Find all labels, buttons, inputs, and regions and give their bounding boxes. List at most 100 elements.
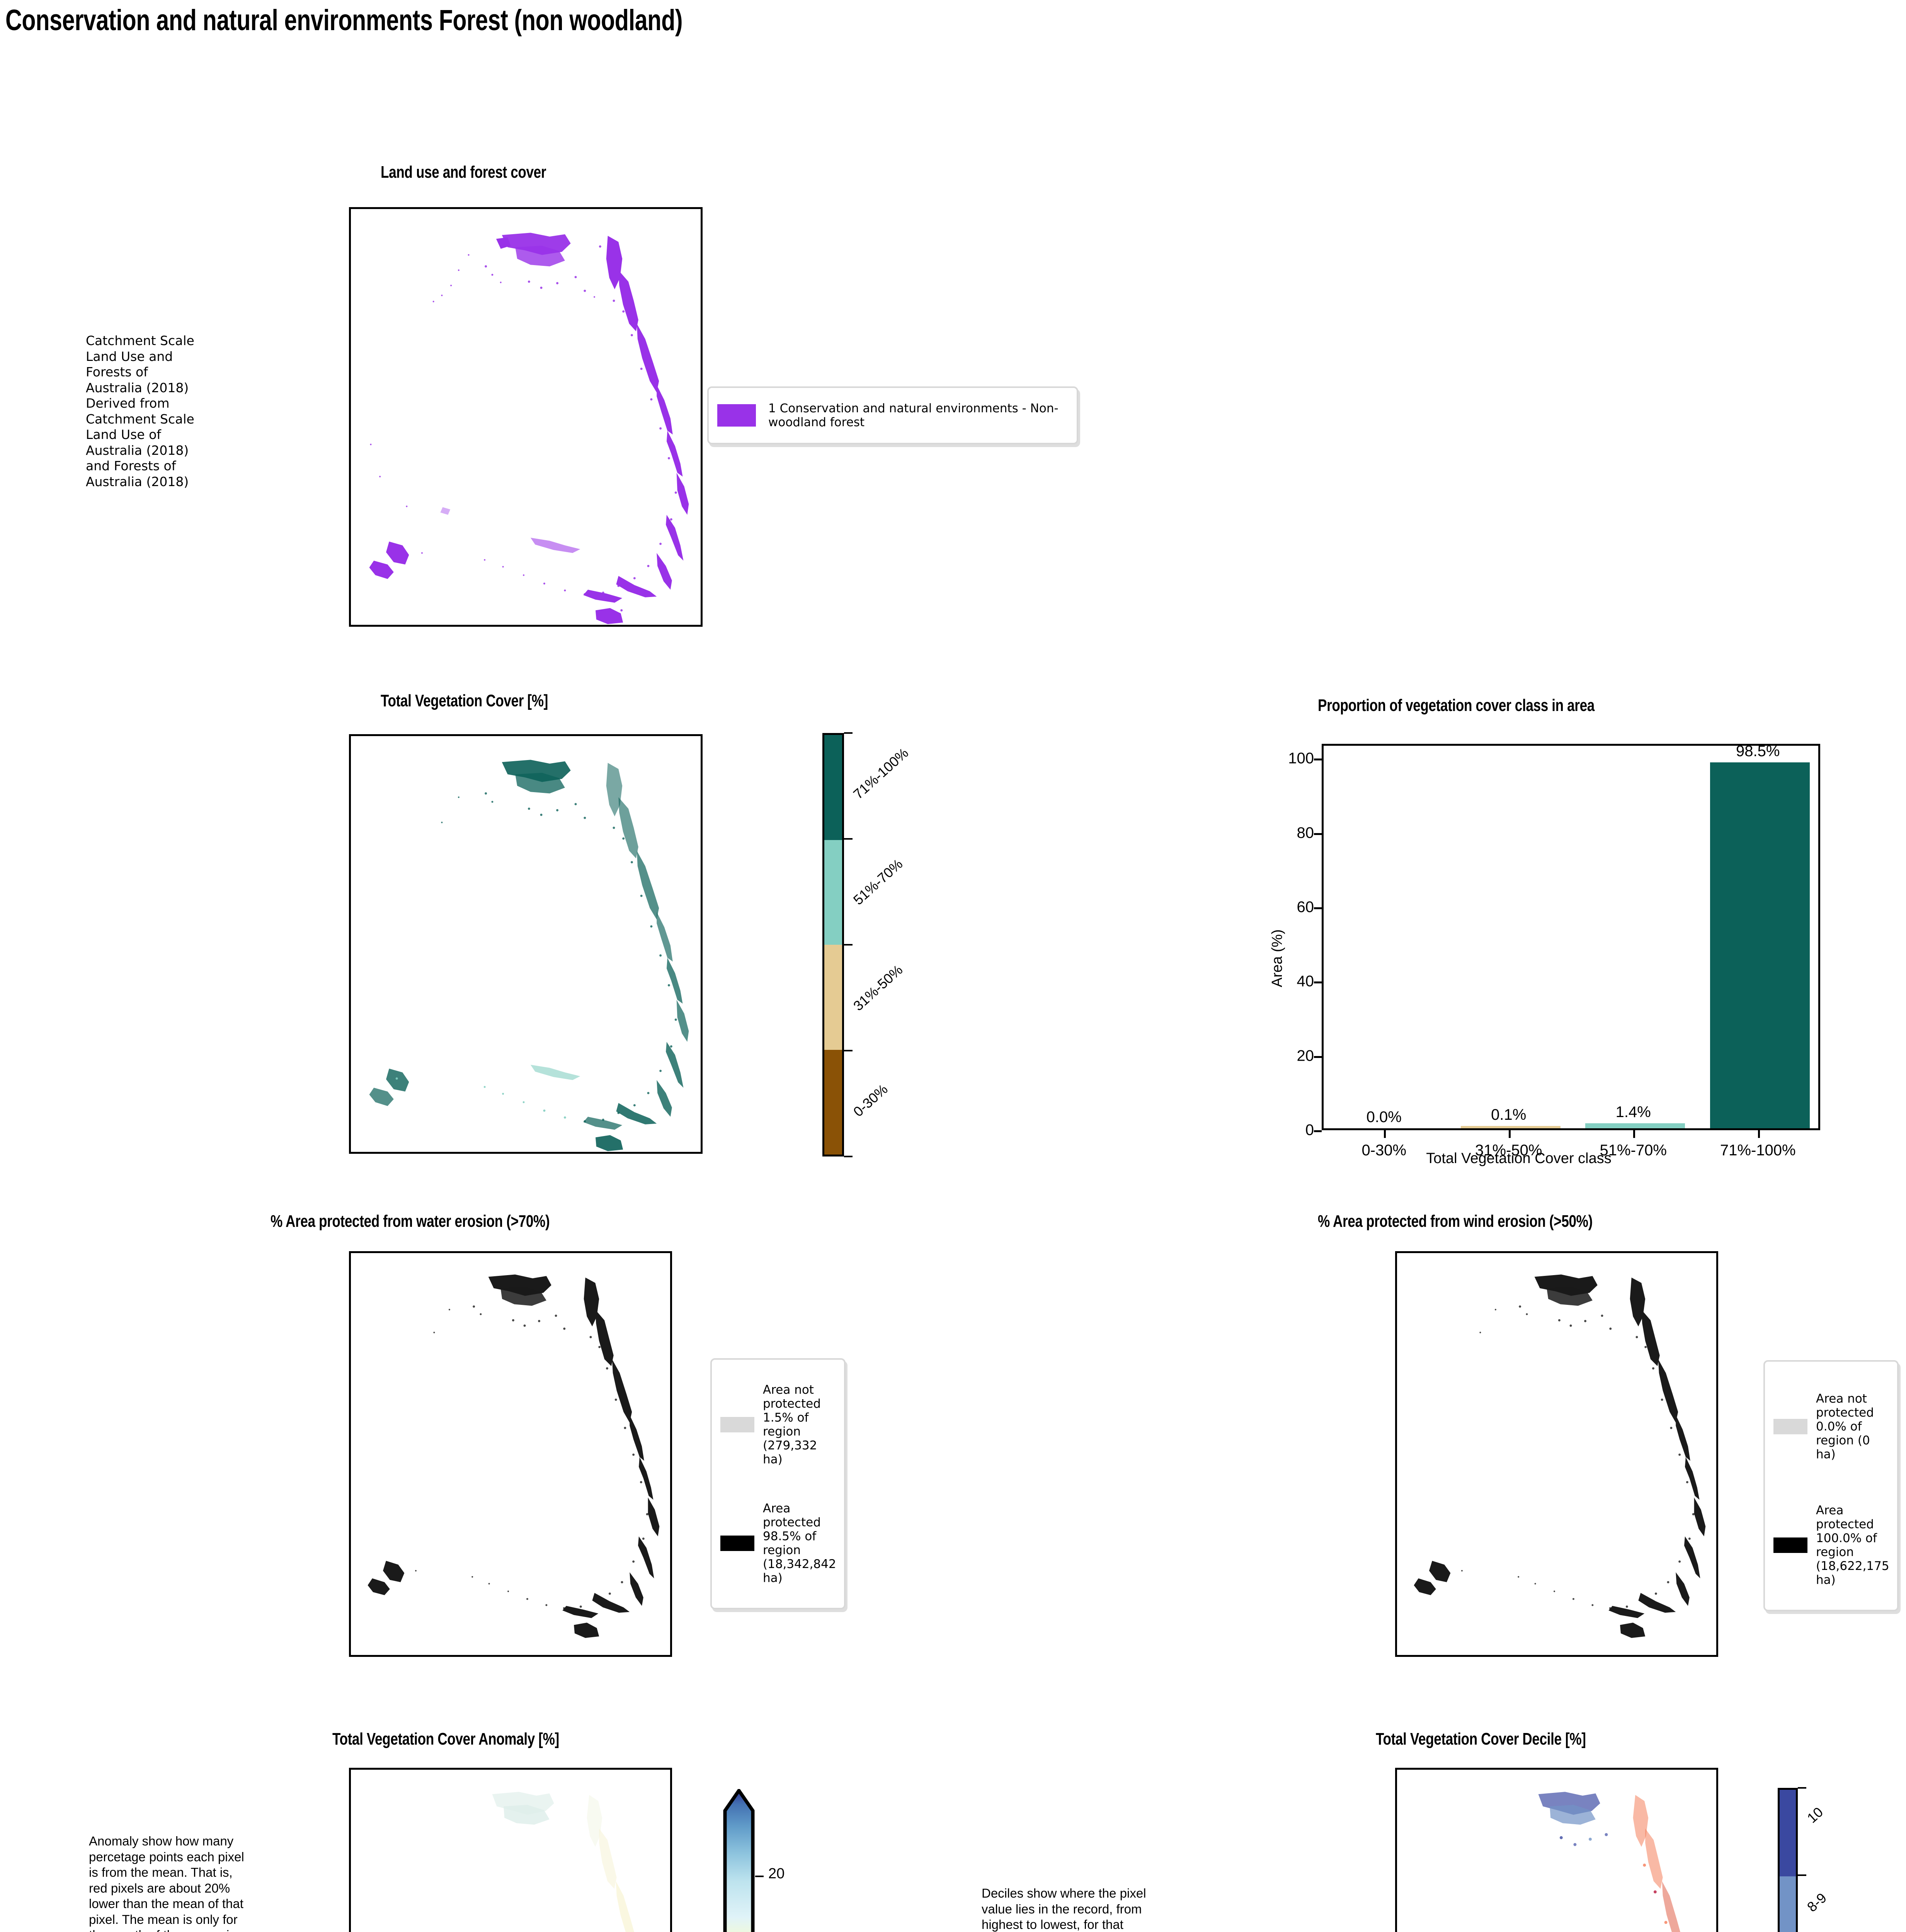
axis-tick	[565, 1655, 567, 1657]
wind-panel-title: % Area protected from wind erosion (>50%…	[1318, 1212, 1593, 1231]
axis-tick	[1395, 1454, 1397, 1456]
bar-2	[1585, 1123, 1685, 1128]
bar-value-label-2: 1.4%	[1615, 1103, 1651, 1121]
axis-tick	[349, 813, 351, 815]
axis-tick	[349, 1010, 351, 1012]
decile-map[interactable]	[1395, 1768, 1718, 1932]
anomaly-panel-title: Total Vegetation Cover Anomaly [%]	[332, 1730, 559, 1748]
chart-ytick	[1314, 907, 1322, 910]
chart-xtick	[1758, 1130, 1760, 1138]
legend-swatch-protected	[1773, 1537, 1807, 1553]
cover-cb-label-1: 31%-50%	[850, 961, 906, 1014]
axis-tick	[660, 625, 662, 627]
axis-tick	[428, 625, 430, 627]
legend-swatch-not-protected	[1773, 1418, 1807, 1434]
proportion-panel-title: Proportion of vegetation cover class in …	[1318, 696, 1595, 715]
chart-xtick-label-3: 71%-100%	[1720, 1142, 1796, 1159]
landuse-map[interactable]	[349, 207, 703, 627]
axis-tick	[1395, 1645, 1397, 1647]
chart-xtick	[1384, 1130, 1386, 1138]
cover-panel-title: Total Vegetation Cover [%]	[381, 691, 548, 710]
decile-cb-label-89: 8-9	[1804, 1889, 1830, 1915]
axis-tick	[349, 286, 351, 288]
decile-cb-label-10: 10	[1804, 1804, 1826, 1826]
axis-tick	[349, 1142, 351, 1144]
landuse-map-canvas	[369, 233, 689, 624]
chart-ytick	[1314, 759, 1322, 761]
axis-tick	[349, 1518, 351, 1520]
anomaly-map[interactable]	[349, 1768, 672, 1932]
axis-tick	[349, 1645, 351, 1647]
axis-tick	[349, 615, 351, 617]
chart-xlabel: Total Vegetation Cover class	[1426, 1150, 1612, 1167]
axis-tick	[1395, 1582, 1397, 1583]
legend-label-nonwoodland: 1 Conservation and natural environments …	[768, 401, 1059, 429]
cover-map[interactable]	[349, 734, 703, 1154]
decile-sidenote: Deciles show where the pixel value lies …	[982, 1886, 1146, 1932]
chart-ylabel: Area (%)	[1269, 929, 1285, 987]
chart-ytick	[1314, 1130, 1322, 1132]
chart-xtick	[1508, 1130, 1511, 1138]
decile-panel-title: Total Vegetation Cover Decile [%]	[1376, 1730, 1586, 1748]
axis-tick	[349, 1327, 351, 1328]
chart-ytick	[1314, 1056, 1322, 1058]
axis-tick	[349, 879, 351, 881]
chart-ytick-label-5: 100	[1288, 750, 1314, 767]
proportion-bar-chart[interactable]: 0 20 40 60 80 100 0-30% 31%-50% 51%-70% 71%-100%…	[1252, 736, 1824, 1167]
axis-tick	[583, 625, 585, 627]
legend-swatch-protected	[720, 1535, 754, 1551]
axis-tick	[349, 352, 351, 354]
axis-tick	[349, 418, 351, 420]
anomaly-map-canvas	[492, 1792, 634, 1932]
axis-tick	[428, 1152, 430, 1154]
cover-cb-label-0: 0-30%	[850, 1081, 891, 1120]
axis-tick	[660, 1152, 662, 1154]
cover-map-canvas	[369, 760, 689, 1151]
axis-tick	[1395, 1327, 1397, 1328]
bar-value-label-3: 98.5%	[1736, 742, 1780, 760]
decile-map-canvas	[1538, 1792, 1680, 1932]
axis-tick	[1612, 1655, 1613, 1657]
bar-value-label-1: 0.1%	[1491, 1106, 1527, 1123]
page-title: Conservation and natural environments Fo…	[5, 4, 683, 37]
axis-tick	[349, 1582, 351, 1583]
axis-tick	[349, 1454, 351, 1456]
cover-colorbar	[822, 733, 844, 1156]
axis-tick	[505, 1152, 507, 1154]
axis-tick	[1395, 1518, 1397, 1520]
legend-label-protected: Area protected 100.0% of region (18,622,…	[1816, 1503, 1889, 1587]
wind-erosion-legend[interactable]: Area not protected 0.0% of region (0 ha)…	[1763, 1360, 1899, 1611]
bar-1	[1460, 1126, 1561, 1128]
landuse-legend[interactable]: 1 Conservation and natural environments …	[707, 386, 1078, 444]
wind-erosion-map[interactable]	[1395, 1251, 1718, 1657]
water-erosion-map-canvas	[368, 1274, 660, 1638]
axis-tick	[349, 945, 351, 947]
chart-xtick-label-2: 51%-70%	[1600, 1142, 1667, 1159]
axis-tick	[1683, 1655, 1685, 1657]
chart-ytick-label-2: 40	[1297, 973, 1314, 990]
legend-label-protected: Area protected 98.5% of region (18,342,8…	[763, 1501, 836, 1585]
axis-tick	[349, 549, 351, 551]
chart-ytick-label-0: 0	[1305, 1121, 1314, 1139]
axis-tick	[637, 1655, 639, 1657]
chart-xtick-label-0: 0-30%	[1361, 1142, 1407, 1159]
bar-value-label-0: 0.0%	[1366, 1109, 1402, 1126]
axis-tick	[422, 1655, 424, 1657]
legend-label-not-protected: Area not protected 0.0% of region (0 ha)	[1816, 1391, 1874, 1461]
water-erosion-legend[interactable]: Area not protected 1.5% of region (279,3…	[710, 1358, 846, 1609]
axis-tick	[349, 1854, 351, 1856]
axis-tick	[583, 1152, 585, 1154]
cover-cb-label-3: 71%-100%	[850, 745, 912, 802]
chart-ytick-label-3: 60	[1297, 898, 1314, 916]
anomaly-sidenote: Anomaly show how many percetage points e…	[89, 1834, 244, 1932]
anomaly-colorbar	[723, 1789, 755, 1932]
legend-label-not-protected: Area not protected 1.5% of region (279,3…	[763, 1383, 821, 1466]
chart-ytick	[1314, 833, 1322, 835]
decile-colorbar	[1778, 1788, 1798, 1932]
axis-tick	[1395, 1854, 1397, 1856]
axis-tick	[1540, 1655, 1542, 1657]
chart-ytick-label-4: 80	[1297, 824, 1314, 842]
water-erosion-map[interactable]	[349, 1251, 672, 1657]
legend-swatch-not-protected	[720, 1417, 754, 1432]
axis-tick	[1469, 1655, 1470, 1657]
